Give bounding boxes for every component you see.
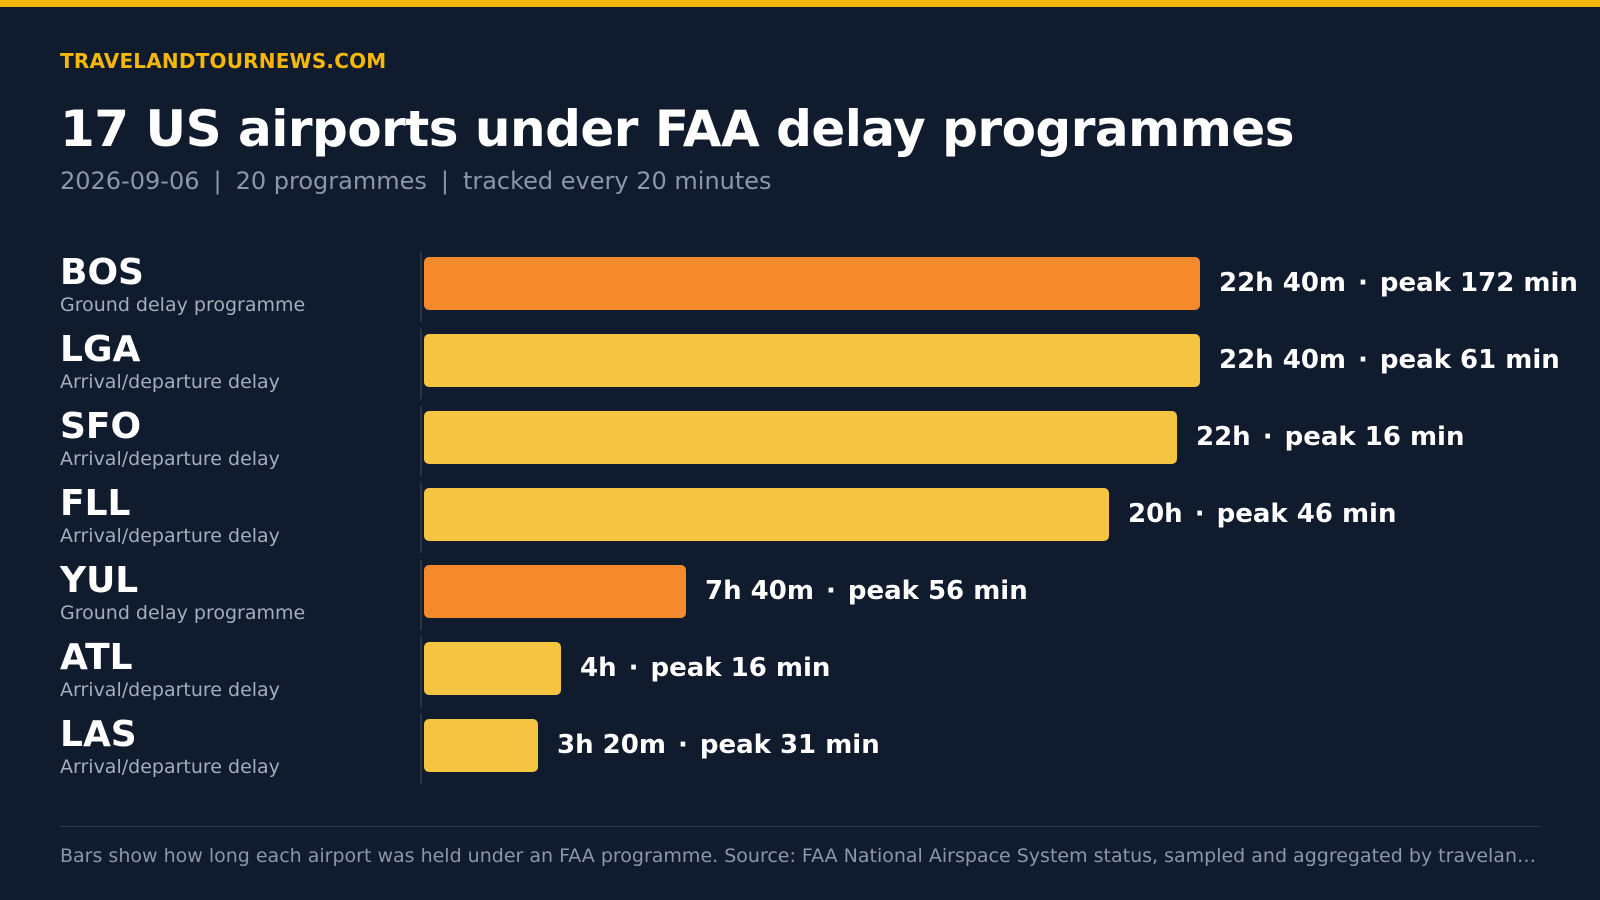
bar-value-label: 22h 40m · peak 61 min	[1219, 345, 1560, 376]
programme-type: Arrival/departure delay	[60, 371, 280, 393]
dot-separator: ·	[677, 730, 688, 760]
top-accent-bar	[0, 0, 1600, 7]
bar-chart: BOS Ground delay programme 22h 40m · peak 17…	[0, 252, 1600, 791]
bar-yul	[424, 565, 686, 618]
bar-atl	[424, 642, 561, 695]
airport-code: BOS	[60, 252, 144, 293]
chart-row-fll: FLL Arrival/departure delay 20h · peak 46 mi…	[0, 483, 1600, 560]
programme-type: Arrival/departure delay	[60, 448, 280, 470]
bar-bos	[424, 257, 1200, 310]
airport-code: YUL	[60, 560, 139, 601]
dot-separator: ·	[1262, 422, 1273, 452]
dot-separator: ·	[628, 653, 639, 683]
duration-label: 4h	[580, 653, 617, 683]
airport-code: SFO	[60, 406, 142, 447]
duration-label: 20h	[1128, 499, 1183, 529]
programme-type: Arrival/departure delay	[60, 756, 280, 778]
duration-label: 22h	[1196, 422, 1251, 452]
axis-line-segment	[420, 329, 422, 399]
subtitle-separator: |	[440, 167, 449, 195]
chart-subtitle: 2026-09-06 | 20 programmes | tracked every 2…	[60, 167, 772, 195]
chart-row-yul: YUL Ground delay programme 7h 40m · peak 56 …	[0, 560, 1600, 637]
dot-separator: ·	[1358, 345, 1368, 375]
bar-lga	[424, 334, 1200, 387]
bar-value-label: 22h 40m · peak 172 min	[1219, 268, 1578, 299]
airport-code: FLL	[60, 483, 131, 524]
axis-line-segment	[420, 637, 422, 707]
peak-label: peak 46 min	[1216, 499, 1397, 529]
axis-line-segment	[420, 714, 422, 784]
axis-line-segment	[420, 406, 422, 476]
subtitle-programmes: 20 programmes	[235, 167, 427, 195]
airport-code: LAS	[60, 714, 137, 755]
bar-sfo	[424, 411, 1177, 464]
footnote: Bars show how long each airport was held…	[60, 845, 1541, 867]
programme-type: Ground delay programme	[60, 602, 306, 624]
peak-label: peak 16 min	[650, 653, 831, 683]
subtitle-separator: |	[213, 167, 222, 195]
footer-divider	[60, 826, 1541, 827]
subtitle-date: 2026-09-06	[60, 167, 200, 195]
chart-title: 17 US airports under FAA delay programme…	[60, 100, 1295, 158]
bar-value-label: 3h 20m · peak 31 min	[557, 730, 880, 761]
brand-name: TRAVELANDTOURNEWS.COM	[60, 49, 387, 73]
subtitle-tracking: tracked every 20 minutes	[462, 167, 772, 195]
peak-label: peak 61 min	[1379, 345, 1560, 375]
dot-separator: ·	[1194, 499, 1205, 529]
axis-line-segment	[420, 560, 422, 630]
duration-label: 22h 40m	[1219, 345, 1347, 375]
dot-separator: ·	[1358, 268, 1368, 298]
chart-row-atl: ATL Arrival/departure delay 4h · peak 16 min	[0, 637, 1600, 714]
chart-row-bos: BOS Ground delay programme 22h 40m · peak 17…	[0, 252, 1600, 329]
dot-separator: ·	[825, 576, 836, 606]
airport-code: LGA	[60, 329, 141, 370]
bar-value-label: 20h · peak 46 min	[1128, 499, 1396, 530]
bar-value-label: 7h 40m · peak 56 min	[705, 576, 1028, 607]
chart-row-sfo: SFO Arrival/departure delay 22h · peak 16 mi…	[0, 406, 1600, 483]
airport-code: ATL	[60, 637, 133, 678]
programme-type: Arrival/departure delay	[60, 679, 280, 701]
peak-label: peak 31 min	[699, 730, 880, 760]
chart-row-lga: LGA Arrival/departure delay 22h 40m · peak 6…	[0, 329, 1600, 406]
bar-las	[424, 719, 538, 772]
axis-line-segment	[420, 483, 422, 553]
bar-value-label: 4h · peak 16 min	[580, 653, 830, 684]
duration-label: 22h 40m	[1219, 268, 1347, 298]
bar-fll	[424, 488, 1109, 541]
peak-label: peak 172 min	[1379, 268, 1578, 298]
chart-row-las: LAS Arrival/departure delay 3h 20m · peak 31…	[0, 714, 1600, 791]
programme-type: Arrival/departure delay	[60, 525, 280, 547]
peak-label: peak 16 min	[1284, 422, 1465, 452]
duration-label: 3h 20m	[557, 730, 666, 760]
bar-value-label: 22h · peak 16 min	[1196, 422, 1464, 453]
peak-label: peak 56 min	[847, 576, 1028, 606]
axis-line-segment	[420, 252, 422, 322]
programme-type: Ground delay programme	[60, 294, 306, 316]
duration-label: 7h 40m	[705, 576, 814, 606]
